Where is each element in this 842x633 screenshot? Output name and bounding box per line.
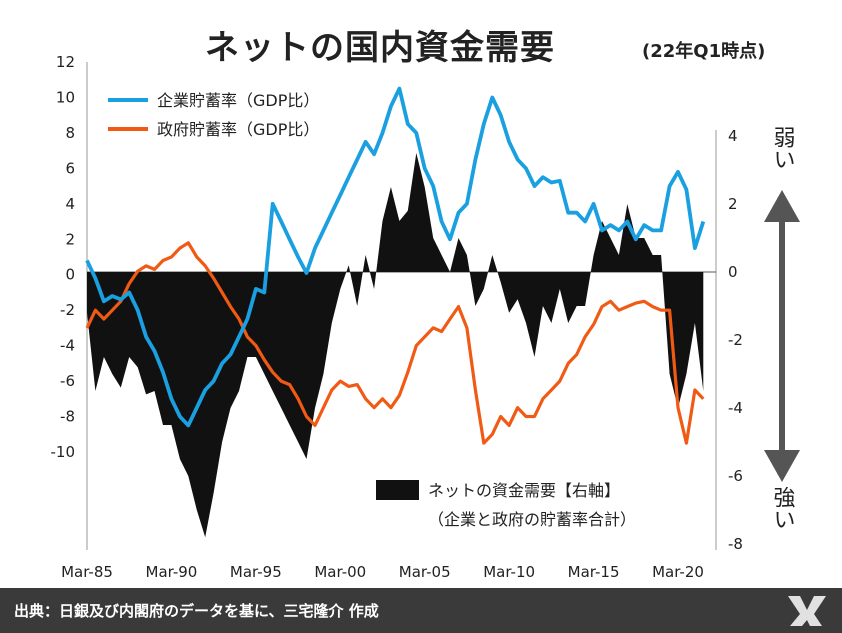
y-right-tick-label: -2 <box>728 331 743 349</box>
x-tick-label: Mar-15 <box>568 563 620 581</box>
y-right-tick-label: 2 <box>728 195 738 213</box>
footer: 出典：日銀及び内閣府のデータを基に、三宅隆介 作成 <box>0 588 842 633</box>
page-title: ネットの国内資金需要 <box>205 28 555 68</box>
left-axis-ticks: 12 10 8 6 4 2 0 -2 -4 -6 -8 -10 <box>51 53 76 461</box>
y-left-tick-label: 2 <box>65 230 75 248</box>
y-right-tick-label: 0 <box>728 263 738 281</box>
legend-government-label: 政府貯蓄率（GDP比） <box>157 120 319 139</box>
y-left-tick-label: -10 <box>51 443 76 461</box>
x-tick-label: Mar-10 <box>483 563 535 581</box>
net-demand-area <box>87 153 704 538</box>
y-right-tick-label: 4 <box>728 127 738 145</box>
strong-label: 強い <box>770 486 795 530</box>
y-right-tick-label: -8 <box>728 535 743 553</box>
y-left-tick-label: -4 <box>60 337 75 355</box>
government-savings-line <box>85 241 705 445</box>
arrow-up-icon <box>764 190 800 222</box>
y-left-tick-label: -8 <box>60 408 75 426</box>
legend-corporate-label: 企業貯蓄率（GDP比） <box>157 91 319 110</box>
x-tick-label: Mar-00 <box>314 563 366 581</box>
legend-net-label: ネットの資金需要【右軸】 <box>428 481 620 500</box>
y-left-tick-label: 10 <box>56 88 75 106</box>
y-left-tick-label: 8 <box>65 124 75 142</box>
x-tick-label: Mar-85 <box>61 563 113 581</box>
y-right-tick-label: -4 <box>728 399 743 417</box>
corporate-savings-line <box>85 86 706 428</box>
weak-label: 弱い <box>770 126 795 170</box>
x-tick-label: Mar-90 <box>146 563 198 581</box>
x-tick-label: Mar-05 <box>399 563 451 581</box>
arrow-down-icon <box>764 450 800 482</box>
y-left-tick-label: 6 <box>65 159 75 177</box>
legend-net-sublabel: （企業と政府の貯蓄率合計） <box>428 510 636 529</box>
x-axis-ticks: Mar-85 Mar-90 Mar-95 Mar-00 Mar-05 Mar-10 Mar-… <box>61 563 704 581</box>
source-note: 出典：日銀及び内閣府のデータを基に、三宅隆介 作成 <box>14 602 379 620</box>
y-left-tick-label: -6 <box>60 372 75 390</box>
logo-icon <box>788 596 826 626</box>
y-left-tick-label: 0 <box>65 266 75 284</box>
y-right-tick-label: -6 <box>728 467 743 485</box>
right-axis-ticks: 4 2 0 -2 -4 -6 -8 <box>728 127 743 553</box>
y-left-tick-label: -2 <box>60 301 75 319</box>
y-left-tick-label: 4 <box>65 195 75 213</box>
x-tick-label: Mar-95 <box>230 563 282 581</box>
page-subtitle: (22年Q1時点) <box>642 41 766 62</box>
legend-net-swatch <box>376 480 419 500</box>
x-tick-label: Mar-20 <box>652 563 704 581</box>
y-left-tick-label: 12 <box>56 53 75 71</box>
